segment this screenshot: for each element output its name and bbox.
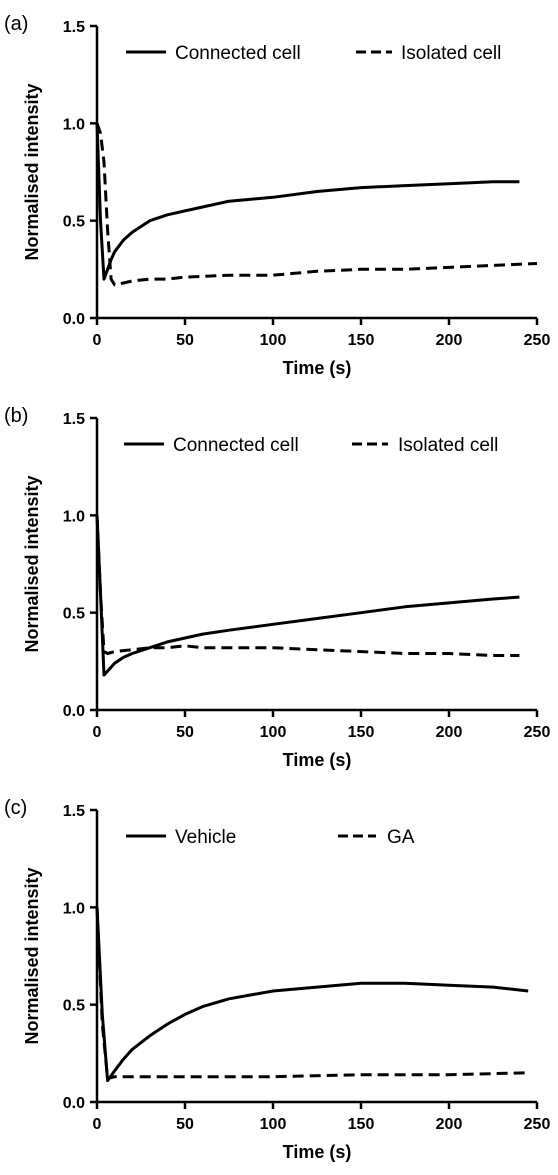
y-tick-label: 0.0 [63,1095,85,1112]
y-axis-title: Normalised intensity [22,867,42,1044]
x-tick-label: 150 [348,332,375,349]
chart-panel-1: (b) 0.0 0.5 1.0 1.5 0 50 100 150 200 250 Time (s) No… [4,405,551,770]
chart-panel-2: (c) 0.0 0.5 1.0 1.5 0 50 100 150 200 250 Time (s) No… [4,797,551,1162]
x-tick-label: 0 [93,724,102,741]
x-tick-label: 50 [176,332,194,349]
y-tick-label: 0.5 [63,998,85,1015]
x-tick-label: 50 [176,1116,194,1133]
series-line-0 [95,907,529,1083]
series-line-1 [95,907,529,1081]
x-axis-title: Time (s) [283,1142,352,1162]
x-tick-label: 0 [93,1116,102,1133]
x-tick-label: 0 [93,332,102,349]
x-tick-label: 150 [348,1116,375,1133]
chart-panel-0: (a) 0.0 0.5 1.0 1.5 0 50 100 150 200 250 Time (s) No… [4,13,551,378]
panel-label: (b) [4,405,28,427]
legend-label-0: Connected cell [173,435,299,456]
y-axis-title: Normalised intensity [22,83,42,260]
x-tick-label: 250 [524,332,551,349]
x-tick-label: 150 [348,724,375,741]
y-tick-label: 0.5 [63,214,85,231]
x-tick-label: 200 [436,724,463,741]
y-tick-label: 1.5 [63,411,85,428]
x-tick-label: 250 [524,724,551,741]
x-tick-label: 250 [524,1116,551,1133]
panel-label: (a) [4,13,28,35]
legend-label-1: GA [387,827,415,848]
x-tick-label: 200 [436,332,463,349]
series-line-1 [95,515,520,657]
panel-label: (c) [4,797,27,819]
y-tick-label: 1.0 [63,900,85,917]
legend-label-1: Isolated cell [398,435,498,456]
legend-label-1: Isolated cell [401,43,501,64]
y-tick-label: 1.0 [63,116,85,133]
x-tick-label: 200 [436,1116,463,1133]
y-tick-label: 1.5 [63,19,85,36]
x-axis-title: Time (s) [283,750,352,770]
x-axis-title: Time (s) [283,358,352,378]
y-tick-label: 0.5 [63,606,85,623]
x-tick-label: 50 [176,724,194,741]
y-tick-label: 1.0 [63,508,85,525]
x-tick-label: 100 [260,724,287,741]
legend-label-0: Connected cell [175,43,301,64]
series-line-0 [95,123,520,281]
y-tick-label: 0.0 [63,703,85,720]
y-tick-label: 1.5 [63,803,85,820]
series-line-1 [95,122,538,287]
x-tick-label: 100 [260,1116,287,1133]
legend-label-0: Vehicle [175,827,236,848]
x-tick-label: 100 [260,332,287,349]
y-tick-label: 0.0 [63,311,85,328]
y-axis-title: Normalised intensity [22,475,42,652]
series-line-0 [95,515,520,677]
